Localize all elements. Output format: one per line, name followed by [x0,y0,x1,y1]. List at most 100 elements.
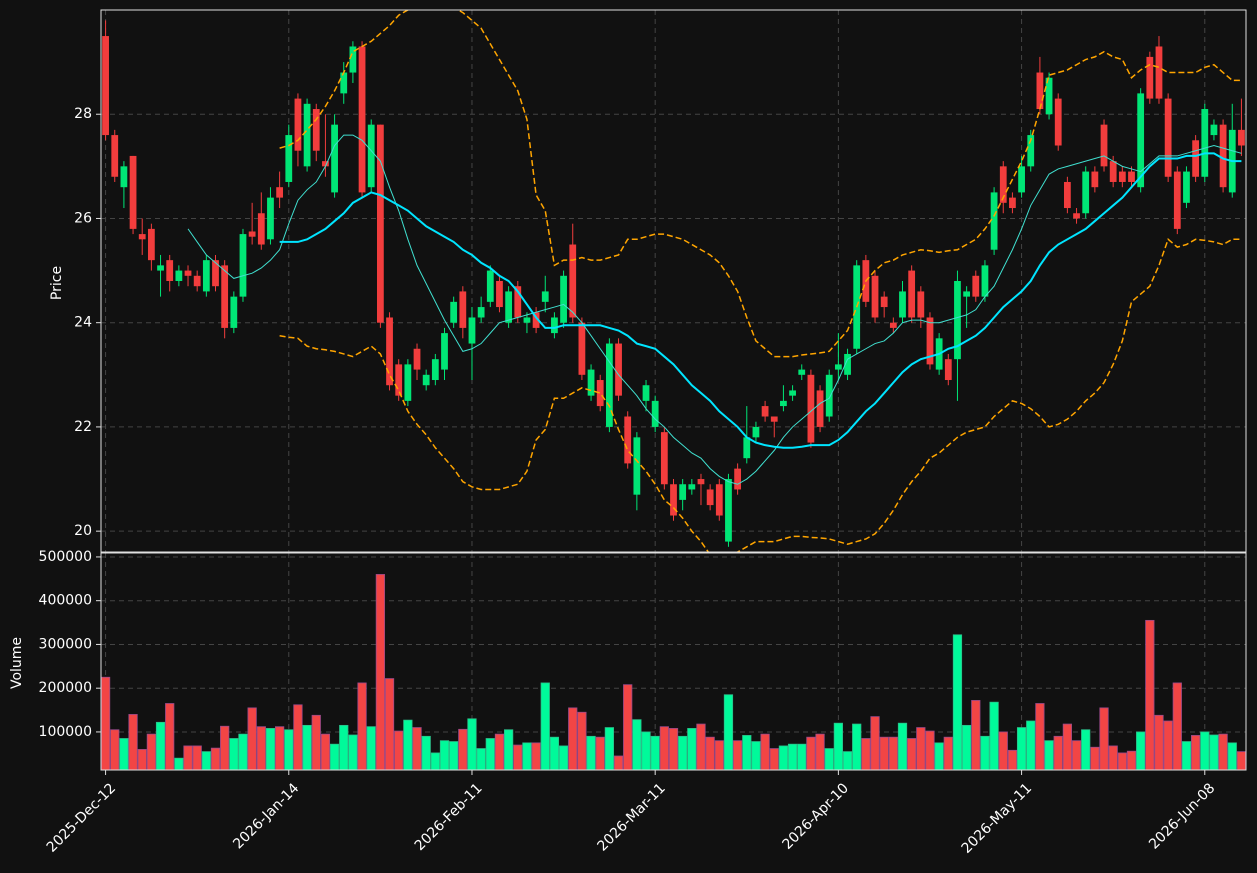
volume-bar [1163,720,1173,770]
volume-bar [403,719,413,770]
y-tick-label: 20 [74,523,92,539]
candle-body [1054,98,1062,146]
candle-body [670,484,677,516]
candle-body [157,265,164,271]
volume-bar [165,703,175,770]
volume-bar [1026,720,1036,770]
candle-body [413,348,421,370]
volume-bar [238,733,248,770]
volume-bar [659,726,669,770]
candle-body [404,364,412,401]
volume-bar [815,733,825,770]
candle-body [1009,197,1016,209]
volume-bar [366,726,376,770]
candle-body [138,234,146,240]
volume-bar [1236,751,1246,770]
candle-body [633,437,641,495]
candle-body [386,317,393,386]
candle-body [477,307,485,318]
y-tick-label: 500000 [39,549,92,565]
volume-bar [137,749,147,770]
volume-bar [1090,746,1100,770]
candle-body [221,265,229,328]
volume-bar [146,733,156,770]
candle-body [486,270,494,302]
candle-body [129,155,137,229]
y-tick-label: 100000 [39,724,92,740]
volume-bar [723,694,734,770]
volume-bar [1016,727,1027,770]
candle-body [688,484,696,490]
candle-body [441,333,448,370]
volume-bar [989,701,999,770]
volume-bar [778,745,789,770]
volume-bar [256,726,266,770]
candle-body [1173,171,1181,229]
volume-bar [394,730,404,770]
volume-bar [925,730,935,770]
volume-bar [504,729,514,770]
volume-bar [613,755,624,770]
candle-body [871,275,879,318]
volume-bar [833,722,843,770]
volume-bar [1044,740,1054,770]
candle-body [541,291,549,302]
volume-bar [320,733,331,770]
price-lines [187,10,1242,552]
candle-body [1155,46,1163,99]
candle-body [505,291,513,323]
candle-body [1219,124,1227,188]
candle-body [596,380,604,407]
candle-body [367,124,375,188]
candle-body [899,291,906,318]
volume-bar [888,736,898,770]
volume-bar [1035,703,1045,770]
volume-bar [595,736,605,770]
candle-body [697,479,705,485]
volume-bar [1181,741,1192,770]
volume-bar [531,742,541,770]
candle-body [422,374,430,386]
volume-bar [971,700,981,770]
volume-bar [1081,729,1091,770]
candle-body [1164,98,1172,177]
candle-body [468,317,476,344]
volume-bar [1227,742,1237,770]
candle-body [990,192,998,250]
volume-bar [201,751,211,770]
candle-body [340,72,348,94]
y-tick-label: 200000 [39,680,92,696]
volume-bar [668,728,679,770]
candle-body [715,484,723,516]
candle-body [1146,56,1154,99]
candle-body [954,281,961,360]
candle-body [816,390,824,427]
volume-bar [586,735,596,770]
candle-body [175,270,183,281]
volume-bar [907,738,917,770]
volume-bar [769,748,779,770]
volume-bar [962,724,972,770]
volume-bar [485,738,495,770]
candle-body [431,359,439,381]
volume-bar [1071,740,1082,770]
candle-body [1073,213,1080,219]
candle-body [770,416,778,422]
candle-body [651,400,659,427]
volume-bar [357,682,367,770]
volume-bar [1062,723,1072,770]
candle-body [349,46,357,73]
candle-body [312,109,320,151]
candle-body [972,275,980,297]
candle-body [999,166,1007,203]
candle-body [1109,161,1117,182]
candle-body [1045,77,1053,115]
price-frame [100,9,1247,553]
y-tick-label: 300000 [39,636,92,652]
volume-bar [1172,682,1182,770]
volume-bar [568,707,578,770]
volume-bar [842,751,853,770]
candle-body [834,364,842,370]
volume-bar [1126,750,1137,770]
volume-bar [714,740,724,770]
